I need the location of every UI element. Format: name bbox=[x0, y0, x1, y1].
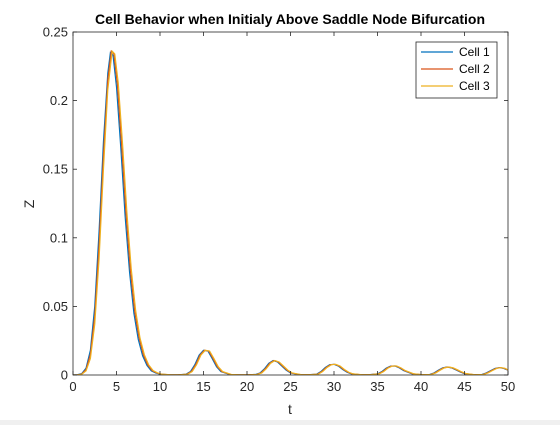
x-tick-label: 20 bbox=[240, 379, 254, 394]
y-tick-label: 0.15 bbox=[43, 162, 68, 177]
x-axis-label: t bbox=[288, 401, 292, 417]
y-tick-label: 0.2 bbox=[50, 93, 68, 108]
y-tick-label: 0.25 bbox=[43, 25, 68, 40]
x-tick-label: 15 bbox=[196, 379, 210, 394]
x-tick-label: 35 bbox=[370, 379, 384, 394]
x-tick-label: 40 bbox=[414, 379, 428, 394]
legend-box bbox=[415, 41, 498, 99]
legend-label-cell-3: Cell 3 bbox=[459, 79, 490, 93]
y-tick-label: 0.05 bbox=[43, 299, 68, 314]
x-tick-label: 50 bbox=[501, 379, 515, 394]
x-tick-label: 25 bbox=[283, 379, 297, 394]
x-tick-label: 30 bbox=[327, 379, 341, 394]
legend-label-cell-2: Cell 2 bbox=[459, 62, 490, 76]
x-tick-label: 0 bbox=[69, 379, 76, 394]
x-tick-label: 5 bbox=[113, 379, 120, 394]
x-tick-label: 45 bbox=[457, 379, 471, 394]
x-tick-label: 10 bbox=[153, 379, 167, 394]
y-axis: 0 0.05 0.1 0.15 0.2 0.25 bbox=[43, 25, 508, 383]
series-line-cell-3 bbox=[73, 49, 508, 375]
legend-label-cell-1: Cell 1 bbox=[459, 45, 490, 59]
x-axis: 0 5 10 15 20 25 30 35 40 45 50 bbox=[69, 32, 515, 394]
y-axis-label: Z bbox=[21, 199, 37, 208]
legend: Cell 1 Cell 2 Cell 3 bbox=[415, 41, 498, 99]
y-tick-label: 0.1 bbox=[50, 230, 68, 245]
chart-title: Cell Behavior when Initialy Above Saddle… bbox=[95, 11, 485, 27]
y-tick-label: 0 bbox=[61, 368, 68, 383]
